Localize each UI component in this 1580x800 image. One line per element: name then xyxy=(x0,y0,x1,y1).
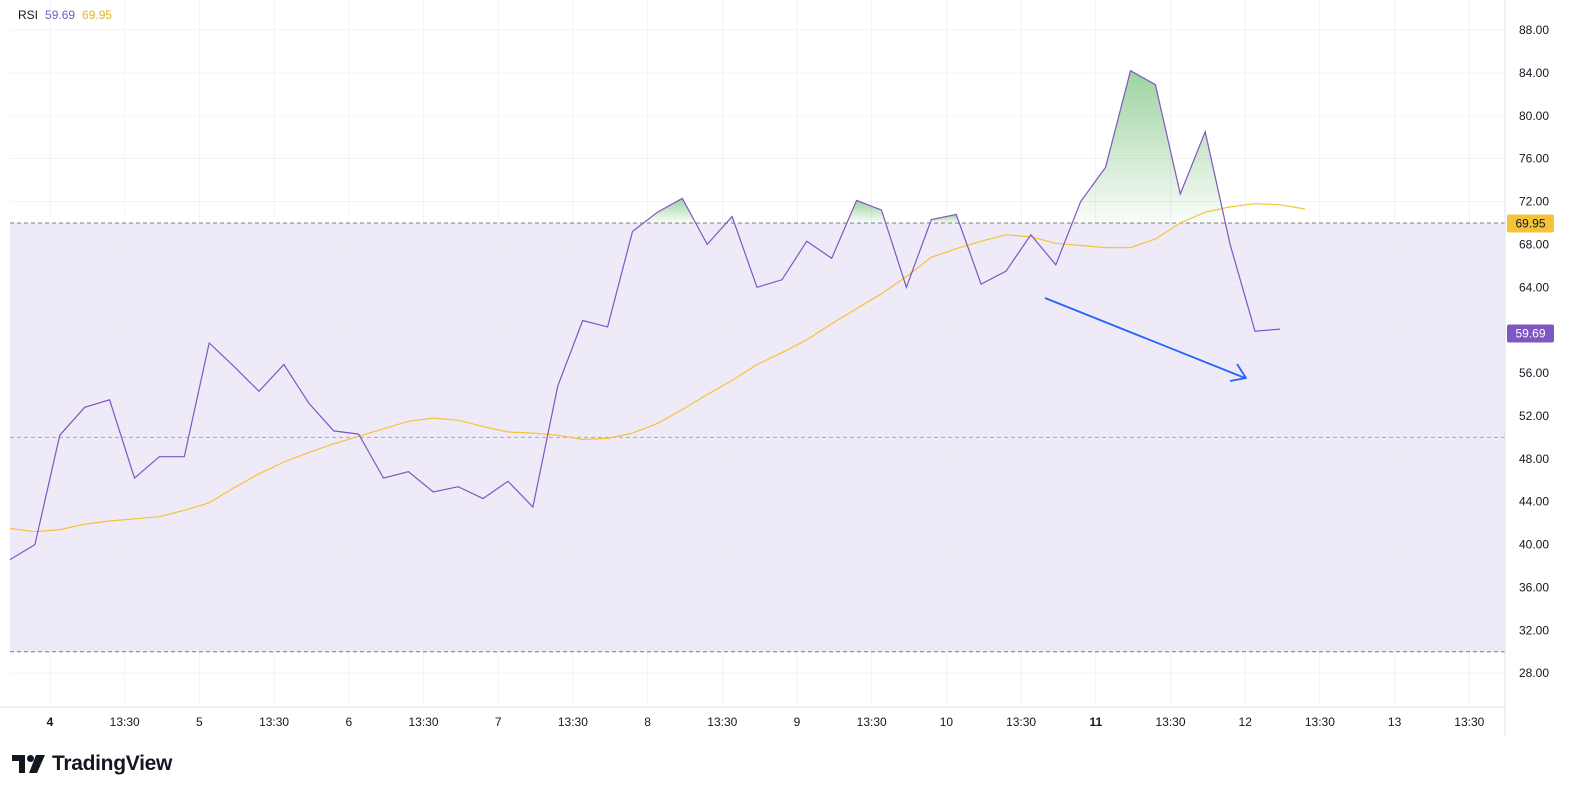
x-tick-label: 5 xyxy=(196,715,203,729)
tradingview-logo-text: TradingView xyxy=(52,752,173,775)
x-tick-label: 13:30 xyxy=(707,715,737,729)
y-tick-label: 80.00 xyxy=(1519,109,1549,123)
rsi-last-value-label: 59.69 xyxy=(1515,326,1545,340)
x-tick-label: 4 xyxy=(47,715,54,729)
legend-indicator-name: RSI xyxy=(18,8,39,22)
ma-last-value-badge xyxy=(1507,214,1554,233)
x-tick-label: 10 xyxy=(940,715,954,729)
tradingview-logo-icon xyxy=(12,755,45,773)
x-tick-label: 9 xyxy=(794,715,801,729)
y-tick-label: 32.00 xyxy=(1519,623,1549,637)
rsi-line xyxy=(9,69,1280,561)
x-tick-label: 13:30 xyxy=(408,715,438,729)
x-tick-label: 13:30 xyxy=(259,715,289,729)
x-tick-label: 12 xyxy=(1239,715,1253,729)
x-tick-label: 13:30 xyxy=(1454,715,1484,729)
x-tick-label: 13:30 xyxy=(857,715,887,729)
x-tick-label: 8 xyxy=(644,715,651,729)
trend-arrow-head xyxy=(1229,363,1247,382)
ma-last-value-label: 69.95 xyxy=(1515,216,1545,230)
x-tick-label: 13 xyxy=(1388,715,1402,729)
legend-ma-value: 69.95 xyxy=(82,8,113,22)
y-tick-label: 68.00 xyxy=(1519,237,1549,251)
x-tick-label: 13:30 xyxy=(110,715,140,729)
overbought-fill-area xyxy=(643,198,696,223)
x-tick-label: 6 xyxy=(345,715,352,729)
legend-rsi-value: 59.69 xyxy=(45,8,76,22)
y-tick-label: 84.00 xyxy=(1519,66,1549,80)
y-tick-label: 36.00 xyxy=(1519,580,1549,594)
rsi-last-value-badge xyxy=(1507,324,1554,343)
x-tick-label: 13:30 xyxy=(1155,715,1185,729)
x-tick-label: 11 xyxy=(1089,715,1102,729)
y-tick-label: 56.00 xyxy=(1519,366,1549,380)
y-tick-label: 44.00 xyxy=(1519,495,1549,509)
trend-arrow-line xyxy=(1044,297,1246,379)
y-tick-label: 64.00 xyxy=(1519,280,1549,294)
x-tick-label: 13:30 xyxy=(558,715,588,729)
x-tick-label: 7 xyxy=(495,715,502,729)
rsi-band-background xyxy=(10,222,1505,652)
y-tick-label: 48.00 xyxy=(1519,452,1549,466)
indicator-legend[interactable]: RSI 59.69 69.95 xyxy=(18,8,112,22)
y-tick-label: 28.00 xyxy=(1519,666,1549,680)
x-tick-label: 13:30 xyxy=(1006,715,1036,729)
y-tick-label: 72.00 xyxy=(1519,195,1549,209)
y-tick-label: 76.00 xyxy=(1519,152,1549,166)
overbought-fill-area xyxy=(846,200,886,223)
y-tick-label: 88.00 xyxy=(1519,23,1549,37)
overbought-fill-area xyxy=(1072,70,1226,223)
y-tick-label: 52.00 xyxy=(1519,409,1549,423)
overbought-fill-area xyxy=(930,214,960,223)
x-tick-label: 13:30 xyxy=(1305,715,1335,729)
rsi-ma-line xyxy=(9,203,1305,533)
y-tick-label: 40.00 xyxy=(1519,538,1549,552)
tradingview-logo[interactable]: TradingView xyxy=(12,752,172,776)
